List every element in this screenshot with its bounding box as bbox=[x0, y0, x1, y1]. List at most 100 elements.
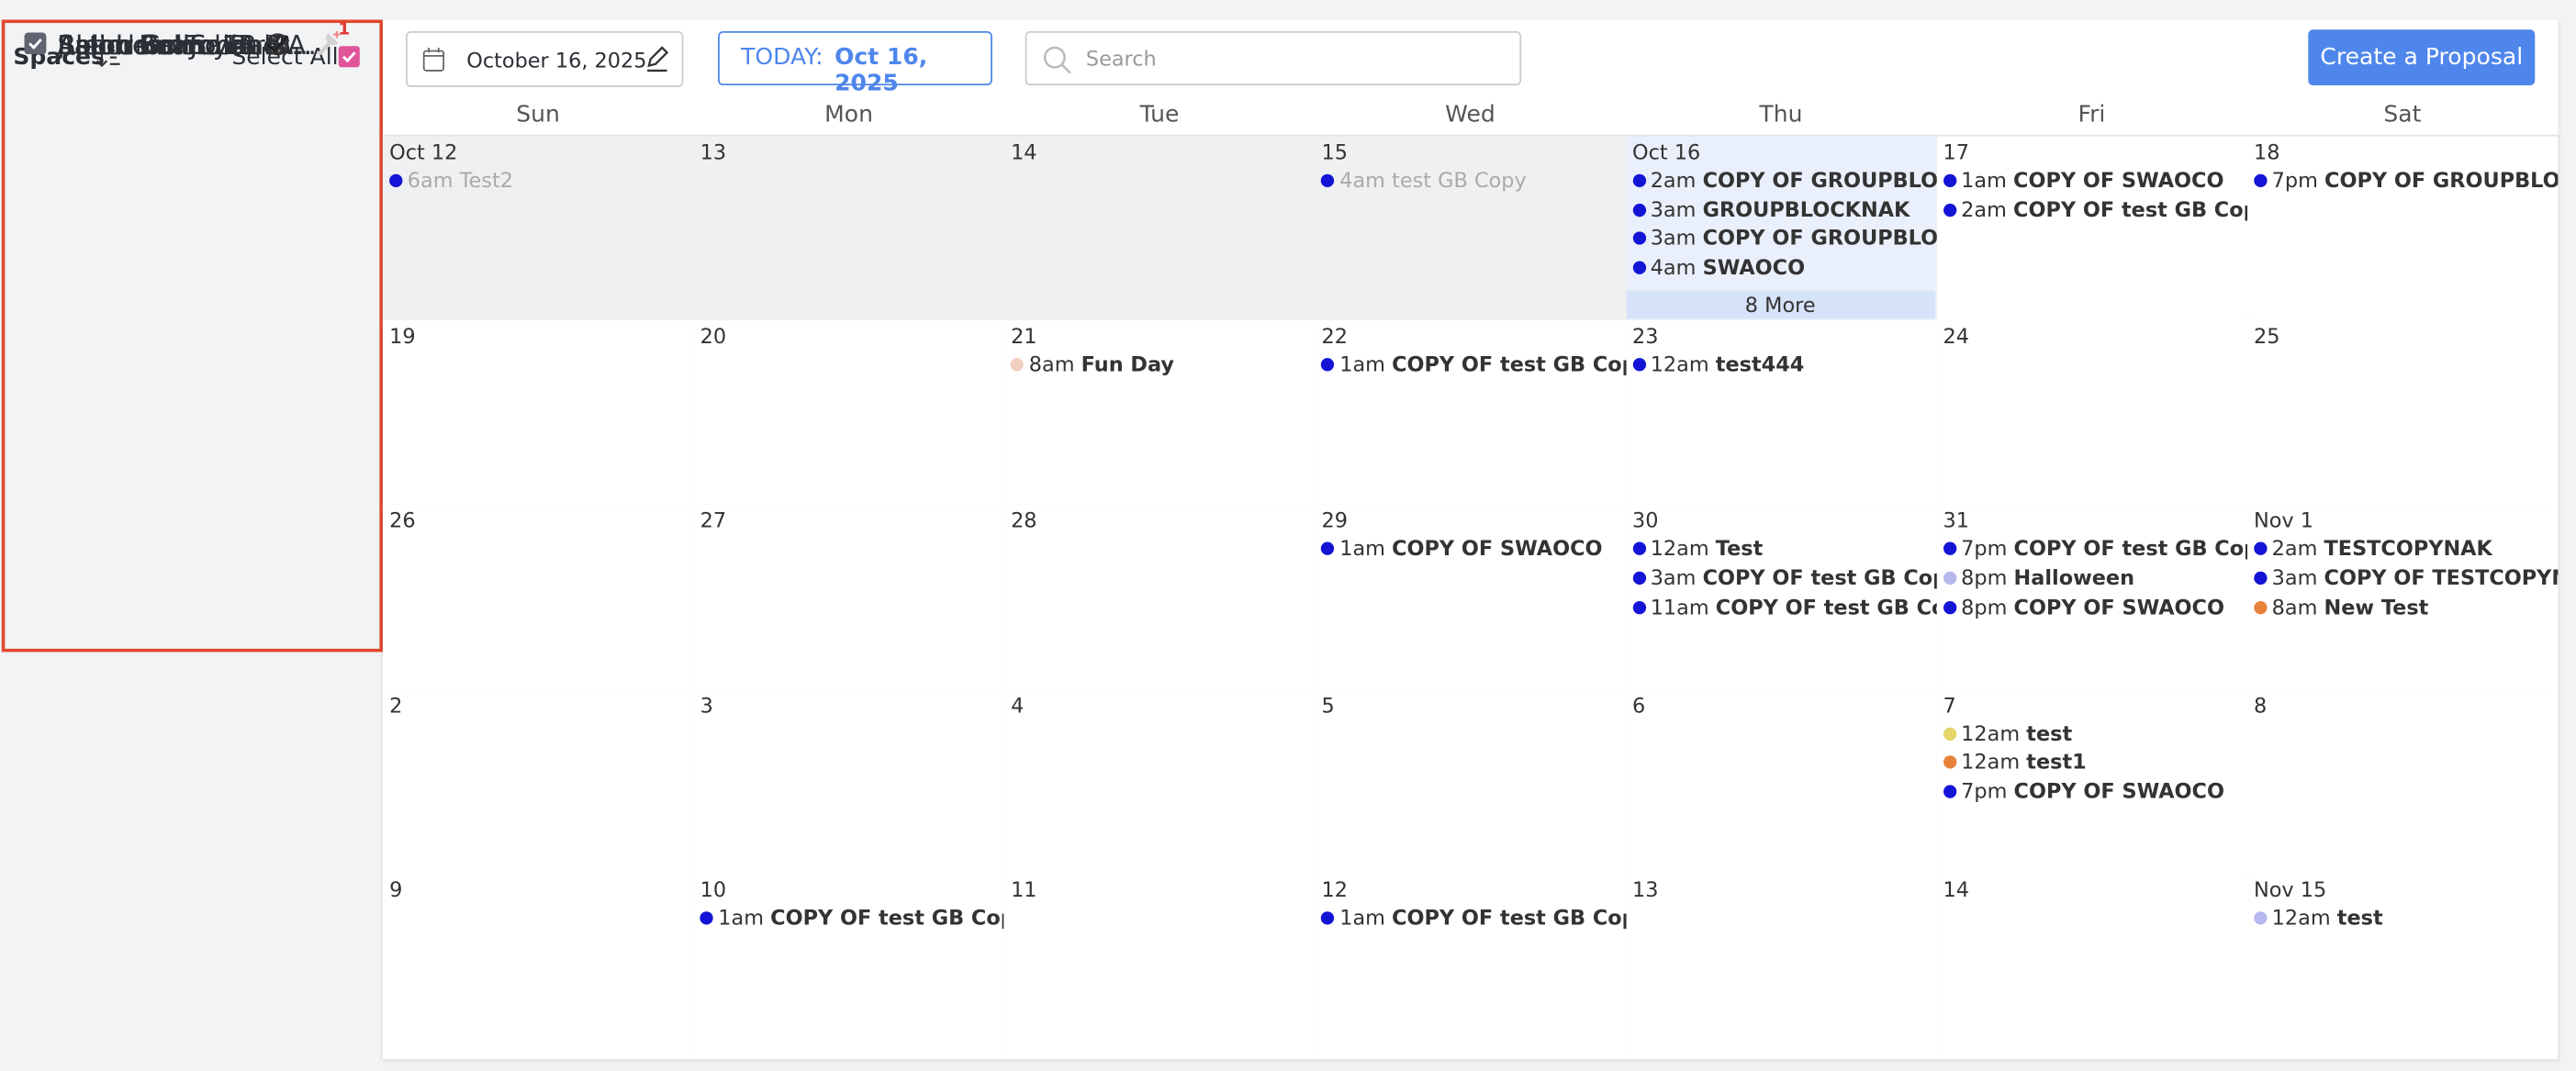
day-cell[interactable]: 2 bbox=[382, 689, 696, 876]
event[interactable]: 12am test bbox=[2253, 905, 2383, 931]
day-label: 10 bbox=[700, 877, 727, 903]
spaces-panel: Spaces Select All Aston Grand Ballr... As… bbox=[1, 19, 383, 653]
event[interactable]: 12am test1 bbox=[1943, 750, 2087, 775]
event[interactable]: 6am Test2 bbox=[389, 168, 513, 192]
event-time: 3am bbox=[1650, 225, 1697, 251]
day-cell[interactable]: Nov 1 2am TESTCOPYNAK 3am COPY OF TESTCOPY… bbox=[2246, 504, 2560, 692]
day-cell[interactable]: 4 bbox=[1003, 689, 1317, 876]
event[interactable]: 2am TESTCOPYNAK bbox=[2253, 536, 2492, 561]
event-time: 7pm bbox=[2271, 167, 2318, 193]
event[interactable]: 1am COPY OF SWAOCO bbox=[1321, 536, 1603, 561]
event[interactable]: 3am COPY OF GROUPBLOCKN bbox=[1632, 225, 1936, 251]
event-title: COPY OF test GB Copy bbox=[1715, 594, 1937, 619]
sort-icon[interactable] bbox=[95, 46, 122, 69]
day-cell[interactable]: 26 bbox=[382, 504, 696, 692]
day-cell[interactable]: 18 7pm COPY OF GROUPBLOCKN bbox=[2246, 134, 2560, 322]
setup-icon[interactable] bbox=[314, 29, 343, 59]
event-dot bbox=[1632, 232, 1646, 246]
more-link[interactable]: 8 More bbox=[1625, 290, 1935, 318]
today-button[interactable]: TODAY: Oct 16, 2025 bbox=[718, 31, 992, 97]
day-label: 31 bbox=[1943, 508, 1969, 533]
event[interactable]: 12am test bbox=[1943, 720, 2072, 745]
day-cell[interactable]: 7 12am test 12am test1 7pm COPY OF SWAOCO bbox=[1936, 689, 2249, 876]
day-cell[interactable]: 22 1am COPY OF test GB Copy bbox=[1315, 319, 1628, 507]
event-time: 12am bbox=[1650, 535, 1709, 561]
day-cell[interactable]: Nov 15 12am test bbox=[2246, 874, 2560, 1062]
event-time: 11am bbox=[1650, 594, 1709, 619]
day-cell[interactable]: 28 bbox=[1003, 504, 1317, 692]
event[interactable]: 8pm COPY OF SWAOCO bbox=[1943, 594, 2224, 619]
event-time: 3am bbox=[2271, 564, 2318, 590]
day-label: 7 bbox=[1943, 692, 1956, 718]
create-proposal-button[interactable]: Create a Proposal bbox=[2308, 29, 2536, 86]
day-cell[interactable]: 9 bbox=[382, 874, 696, 1062]
event[interactable]: 7pm COPY OF GROUPBLOCKN bbox=[2253, 167, 2558, 193]
day-cell[interactable]: 25 bbox=[2246, 319, 2560, 507]
event[interactable]: 7pm COPY OF test GB Copy bbox=[1943, 536, 2247, 561]
event[interactable]: 1am COPY OF SWAOCO bbox=[1943, 168, 2224, 192]
event[interactable]: 8pm Halloween bbox=[1943, 564, 2134, 589]
day-cell[interactable]: 13 bbox=[693, 134, 1006, 322]
event[interactable]: 3am COPY OF test GB Copy bbox=[1632, 564, 1936, 589]
event-title: SWAOCO bbox=[1702, 254, 1806, 280]
search-box[interactable]: Search bbox=[1025, 31, 1522, 86]
select-all[interactable]: Select All bbox=[231, 44, 339, 71]
event-time: 12am bbox=[2271, 905, 2331, 931]
day-cell[interactable]: 24 bbox=[1936, 319, 2249, 507]
day-cell[interactable]: 12 1am COPY OF test GB Copy bbox=[1315, 874, 1628, 1062]
event[interactable]: 8am New Test bbox=[2253, 594, 2428, 619]
select-all-checkbox[interactable] bbox=[338, 46, 360, 68]
event-dot bbox=[1943, 600, 1956, 614]
event-dot bbox=[700, 911, 713, 926]
day-label: 25 bbox=[2253, 322, 2280, 348]
day-cell[interactable]: 15 4am test GB Copy bbox=[1315, 134, 1628, 322]
day-label: 20 bbox=[700, 322, 727, 348]
day-cell[interactable]: 13 bbox=[1625, 874, 1939, 1062]
day-cell[interactable]: 5 bbox=[1315, 689, 1628, 876]
event[interactable]: 1am COPY OF test GB Copy bbox=[700, 905, 1006, 931]
event[interactable]: 1am COPY OF test GB Copy bbox=[1321, 351, 1626, 375]
day-cell[interactable]: 27 bbox=[693, 504, 1006, 692]
day-cell[interactable]: 3 bbox=[693, 689, 1006, 876]
event[interactable]: 2am COPY OF test GB Copy bbox=[1943, 196, 2247, 221]
space-checkbox[interactable] bbox=[24, 32, 47, 55]
day-cell[interactable]: 23 12am test444 bbox=[1625, 319, 1939, 507]
event[interactable]: 8am Fun Day bbox=[1011, 351, 1174, 375]
event[interactable]: 3am GROUPBLOCKNAK bbox=[1632, 196, 1910, 221]
event[interactable]: 2am COPY OF GROUPBLOCKN bbox=[1632, 168, 1936, 192]
event[interactable]: 4am test GB Copy bbox=[1321, 168, 1527, 192]
day-cell[interactable]: 31 7pm COPY OF test GB Copy 8pm Halloween 8… bbox=[1936, 504, 2249, 692]
event[interactable]: 7pm COPY OF SWAOCO bbox=[1943, 779, 2224, 803]
day-cell[interactable]: 19 bbox=[382, 319, 696, 507]
event[interactable]: 11am COPY OF test GB Copy bbox=[1632, 594, 1937, 619]
date-picker[interactable]: October 16, 2025 bbox=[406, 31, 684, 87]
event[interactable]: 12am test444 bbox=[1632, 351, 1804, 375]
event[interactable]: 12am Test bbox=[1632, 536, 1763, 561]
day-cell[interactable]: 29 1am COPY OF SWAOCO bbox=[1315, 504, 1628, 692]
day-cell[interactable]: 30 12am Test 3am COPY OF test GB Copy 11am … bbox=[1625, 504, 1939, 692]
event-dot bbox=[1321, 357, 1335, 371]
day-cell[interactable]: Oct 12 6am Test2 bbox=[382, 134, 696, 322]
day-label: 13 bbox=[1632, 877, 1659, 903]
event[interactable]: 1am COPY OF test GB Copy bbox=[1321, 906, 1626, 931]
day-label: 22 bbox=[1321, 322, 1349, 348]
event-dot bbox=[1943, 756, 1956, 770]
event[interactable]: 3am COPY OF TESTCOPYNAK bbox=[2253, 564, 2558, 590]
day-cell[interactable]: 21 8am Fun Day bbox=[1003, 319, 1317, 507]
today-label: TODAY: bbox=[741, 44, 823, 71]
day-cell[interactable]: 11 bbox=[1003, 874, 1317, 1062]
event-dot bbox=[1632, 541, 1646, 556]
day-cell[interactable]: 17 1am COPY OF SWAOCO 2am COPY OF test GB … bbox=[1936, 134, 2249, 322]
weekday-header: Thu bbox=[1759, 101, 1803, 128]
day-cell[interactable]: 8 bbox=[2246, 689, 2560, 876]
day-cell[interactable]: 20 bbox=[693, 319, 1006, 507]
day-cell[interactable]: 14 bbox=[1003, 134, 1317, 322]
day-cell[interactable]: 14 bbox=[1936, 874, 2249, 1062]
event[interactable]: 4am SWAOCO bbox=[1632, 254, 1806, 280]
day-cell[interactable]: 6 bbox=[1625, 689, 1939, 876]
event-time: 12am bbox=[1650, 351, 1709, 376]
event-title: COPY OF test GB Copy bbox=[770, 905, 1006, 931]
day-cell[interactable]: 10 1am COPY OF test GB Copy bbox=[693, 874, 1006, 1062]
space-name: Junior Ballroom F... bbox=[57, 29, 303, 61]
